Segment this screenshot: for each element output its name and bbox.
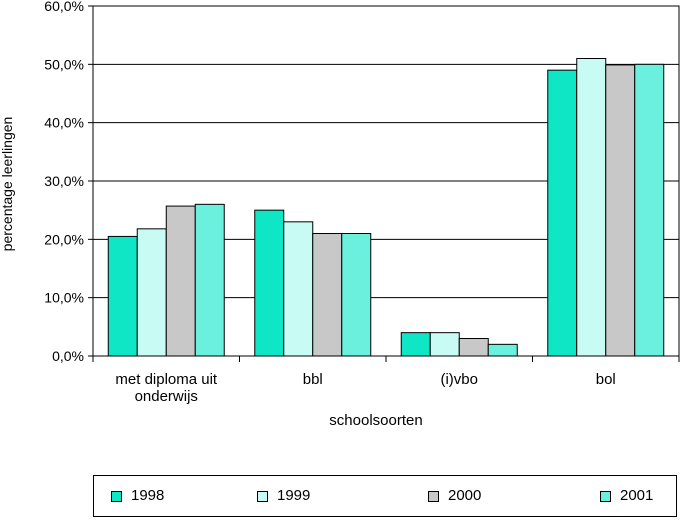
bars	[107, 58, 665, 357]
legend-item-2001: 2001	[600, 487, 653, 505]
bar-1998-2	[400, 332, 431, 357]
bar-2001-1	[341, 233, 372, 357]
y-tick-label: 60,0%	[44, 0, 84, 14]
x-tick-label: bbl	[303, 371, 323, 388]
y-tick-label: 20,0%	[44, 231, 84, 247]
bar-1998-3	[547, 69, 578, 357]
bar-1998-0	[107, 235, 138, 357]
bar-chart: 0,0% 10,0% 20,0% 30,0% 40,0% 50,0% 60,0% met d…	[0, 0, 680, 429]
bar-2000-3	[605, 64, 636, 357]
plot-frame	[92, 5, 680, 357]
legend-label: 2001	[620, 487, 654, 504]
y-tick-label: 10,0%	[44, 290, 84, 306]
x-tick-label: onderwijs	[135, 388, 198, 405]
legend-label: 1999	[277, 487, 311, 504]
y-tick-label: 40,0%	[44, 115, 84, 131]
bar-2000-1	[312, 233, 343, 357]
legend-swatch	[600, 490, 611, 502]
y-tick-label: 0,0%	[52, 348, 84, 364]
legend-item-1999: 1999	[257, 487, 310, 505]
legend: 1998 1999 2000 2001	[93, 475, 677, 517]
x-tick-label: (i)vbo	[440, 371, 478, 388]
bar-2001-3	[634, 63, 665, 357]
legend-swatch	[428, 490, 439, 502]
bar-2000-2	[458, 338, 489, 357]
bar-2000-0	[165, 205, 196, 357]
legend-item-2000: 2000	[428, 487, 481, 505]
axes	[88, 5, 680, 362]
legend-item-1998: 1998	[111, 487, 164, 505]
y-axis-title: percentage leerlingen	[0, 117, 15, 252]
y-tick-label: 50,0%	[44, 56, 84, 72]
x-tick-label: bol	[596, 371, 616, 388]
bar-1999-2	[429, 332, 460, 357]
bar-1998-1	[254, 209, 285, 357]
y-tick-label: 30,0%	[44, 173, 84, 189]
x-tick-label: met diploma uit	[115, 371, 218, 388]
bar-1999-0	[136, 228, 167, 357]
bar-2001-2	[487, 343, 518, 357]
bar-2001-0	[194, 203, 225, 357]
bar-1999-3	[576, 58, 607, 357]
legend-swatch	[257, 490, 268, 502]
legend-swatch	[111, 490, 122, 502]
x-axis-title: schoolsoorten	[329, 412, 422, 429]
bar-1999-1	[283, 221, 314, 357]
y-tick-labels: 0,0% 10,0% 20,0% 30,0% 40,0% 50,0% 60,0%	[44, 0, 84, 364]
legend-label: 2000	[448, 487, 482, 504]
legend-label: 1998	[131, 487, 165, 504]
